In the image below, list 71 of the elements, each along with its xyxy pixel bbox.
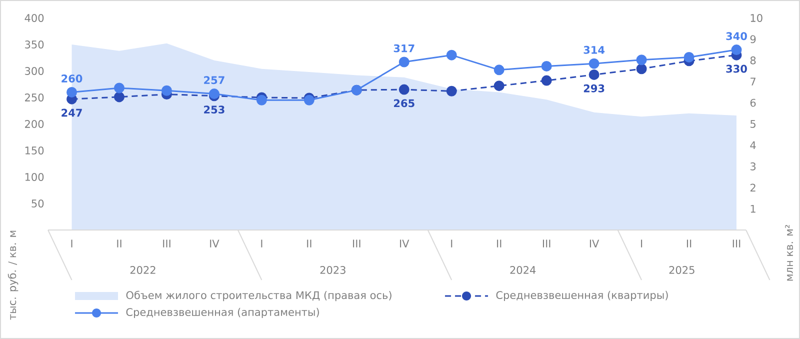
point (398, 56, 410, 68)
data-label: 330 (726, 64, 747, 73)
y-tick-label: 300 (25, 67, 44, 75)
x-tick-label: III (732, 240, 740, 248)
x-tick-label: II (307, 240, 312, 248)
point (731, 44, 742, 56)
point (398, 84, 410, 95)
y2-tick-label: 6 (750, 98, 756, 107)
y-tick-label: 350 (25, 40, 44, 48)
text: 2022 (130, 266, 156, 274)
y-tick-label: 50 (32, 200, 44, 208)
data-label: 340 (726, 32, 747, 40)
y2-tick-label: 10 (750, 14, 762, 22)
data-label: 314 (584, 46, 605, 54)
text: 2023 (320, 266, 346, 274)
x-tick-label: IV (210, 240, 220, 248)
y2-tick-label: 5 (750, 120, 756, 128)
y2-tick-label: 1 (750, 204, 756, 213)
legend-label: Объем жилого строительства МКД (правая ось) (126, 290, 392, 302)
point (684, 52, 694, 62)
y-axis-title: тыс. руб. / кв. м (8, 230, 18, 320)
point (494, 80, 504, 92)
point (66, 86, 78, 98)
y2-tick-label: 2 (750, 184, 756, 192)
y-tick-label: 250 (25, 94, 44, 102)
y2-tick-label: 8 (750, 56, 756, 64)
legend-label: Средневзвешенная (апартаменты) (126, 308, 319, 318)
x-tick-label: II (497, 240, 502, 248)
text: 2024 (510, 266, 536, 274)
point (636, 54, 647, 66)
y-tick-label: 150 (25, 146, 44, 154)
data-label: 253 (204, 106, 224, 114)
point (446, 50, 457, 60)
y2-tick-label: 9 (750, 35, 756, 44)
data-label: 317 (394, 44, 414, 52)
y-tick-label: 200 (25, 120, 44, 128)
x-tick-label: IV (400, 240, 410, 248)
x-tick-label: III (353, 240, 360, 248)
text: 2025 (669, 266, 694, 274)
x-tick-label: II (117, 240, 122, 248)
point (588, 58, 600, 69)
point (114, 82, 124, 94)
y2-tick-label: 4 (750, 141, 756, 150)
x-tick-label: III (163, 240, 170, 248)
x-tick-label: I (641, 240, 642, 248)
y-tick-label: 100 (25, 173, 44, 181)
point (494, 64, 504, 76)
y2-tick-label: 7 (750, 78, 756, 86)
x-tick-label: I (261, 240, 262, 248)
x-tick-label: III (542, 240, 550, 248)
point (446, 86, 457, 96)
point (256, 94, 267, 106)
x-tick-label: I (451, 240, 452, 248)
point (541, 60, 552, 72)
point (588, 69, 600, 80)
point (541, 75, 552, 86)
data-label: 293 (584, 84, 604, 92)
data-label: 260 (62, 74, 82, 82)
legend-label: Средневзвешенная (квартиры) (496, 290, 668, 302)
data-label: 265 (394, 99, 414, 108)
point (636, 64, 647, 74)
y-tick-label: 400 (24, 14, 44, 22)
y2-axis-title: млн кв. м² (785, 225, 793, 281)
point (161, 85, 172, 96)
x-tick-label: II (686, 240, 692, 248)
x-tick-label: IV (590, 240, 600, 248)
x-tick-label: I (71, 240, 72, 248)
y2-tick-label: 3 (750, 162, 756, 170)
data-label: 247 (62, 108, 82, 117)
data-label: 257 (204, 76, 224, 84)
point (114, 92, 124, 102)
